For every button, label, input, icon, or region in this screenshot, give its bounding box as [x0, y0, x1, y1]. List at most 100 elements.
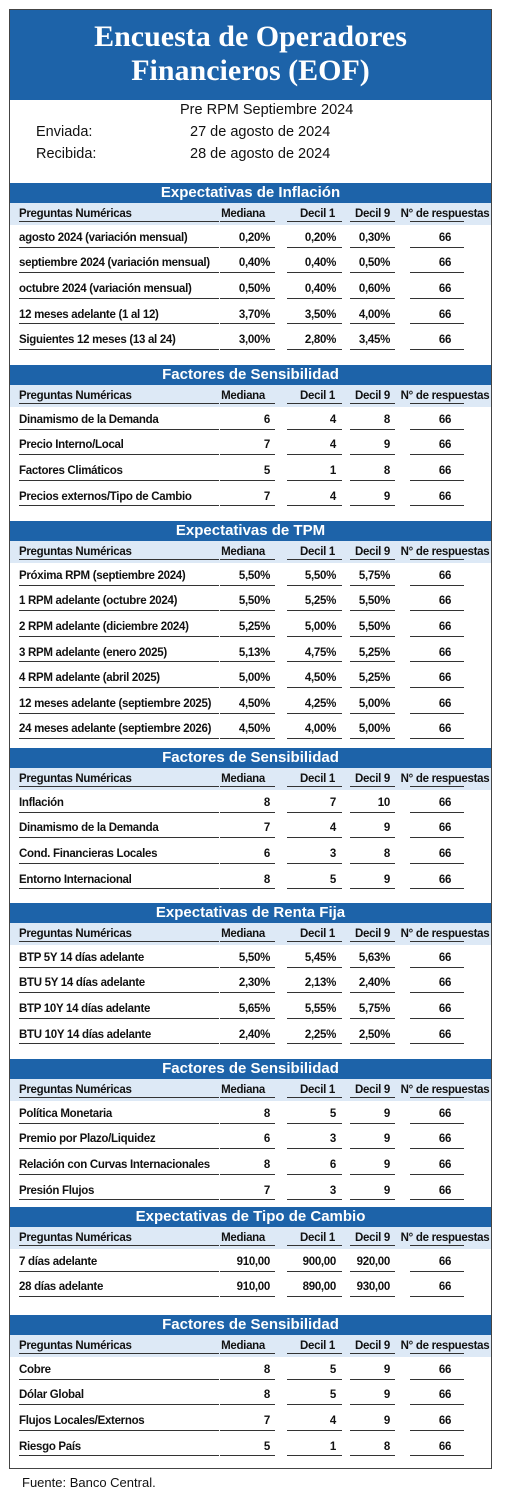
underline: [220, 428, 275, 430]
row-value: 4,50%: [238, 697, 270, 710]
underline: [410, 610, 464, 612]
underline: [19, 454, 219, 456]
column-header: Preguntas Numéricas: [19, 1232, 132, 1244]
underline: [410, 246, 464, 248]
row-value: 8: [263, 796, 270, 809]
row-value: 66: [438, 308, 452, 321]
underline: [287, 403, 342, 404]
row-value: 0,60%: [358, 282, 390, 295]
row-value: 66: [438, 1414, 452, 1427]
underline: [220, 584, 275, 586]
underline: [350, 686, 395, 688]
row-value: 66: [438, 257, 452, 270]
underline: [220, 1017, 275, 1019]
row-value: 9: [383, 1184, 390, 1197]
underline: [287, 428, 342, 430]
row-value: 2,40%: [358, 977, 390, 990]
underline: [410, 1429, 464, 1431]
underline: [350, 323, 395, 325]
row-label: 4 RPM adelante (abril 2025): [19, 672, 160, 685]
column-header: Decil 1: [300, 1340, 335, 1352]
underline: [19, 1378, 219, 1380]
underline: [19, 1043, 219, 1045]
row-value: 4,00%: [358, 308, 390, 321]
underline: [19, 686, 219, 688]
section-0: Expectativas de Inflación Preguntas Numér…: [10, 183, 491, 353]
received-date: 28 de agosto de 2024: [190, 146, 331, 162]
row-value: 0,50%: [358, 257, 390, 270]
table-row: Política Monetaria 8 5 9 66: [10, 1101, 491, 1127]
row-value: 3,00%: [238, 334, 270, 347]
row-label: BTP 5Y 14 días adelante: [19, 951, 144, 964]
underline: [220, 1378, 275, 1380]
underline: [410, 559, 464, 560]
row-value: 66: [438, 1440, 452, 1453]
underline: [220, 1404, 275, 1406]
row-label: 24 meses adelante (septiembre 2026): [19, 723, 212, 736]
column-header-row: Preguntas Numéricas Mediana Decil 1 Decil 9…: [10, 385, 491, 407]
table-row: Premio por Plazo/Liquidez 6 3 9 66: [10, 1127, 491, 1153]
row-value: 9: [383, 822, 390, 835]
underline: [287, 221, 342, 222]
underline: [220, 479, 275, 481]
row-value: 5,45%: [304, 951, 336, 964]
row-value: 5: [263, 464, 270, 477]
table-row: octubre 2024 (variación mensual) 0,50% 0,4…: [10, 276, 491, 302]
underline: [19, 1455, 219, 1457]
section-3: Factores de Sensibilidad Preguntas Numéri…: [10, 748, 491, 892]
underline: [350, 837, 395, 839]
row-value: 7: [329, 796, 336, 809]
row-label: agosto 2024 (variación mensual): [19, 231, 188, 244]
row-value: 66: [438, 1281, 452, 1294]
underline: [350, 454, 395, 456]
underline: [220, 786, 275, 787]
row-label: 28 días adelante: [19, 1281, 104, 1294]
table-row: BTP 5Y 14 días adelante 5,50% 5,45% 5,63% 66: [10, 945, 491, 971]
row-value: 8: [263, 1389, 270, 1402]
row-value: 66: [438, 697, 452, 710]
row-label: BTU 5Y 14 días adelante: [19, 977, 145, 990]
underline: [350, 479, 395, 481]
column-header: Decil 1: [300, 773, 335, 785]
row-value: 66: [438, 951, 452, 964]
row-value: 66: [438, 977, 452, 990]
underline: [410, 505, 464, 507]
underline: [410, 1043, 464, 1045]
row-label: Dinamismo de la Demanda: [19, 413, 159, 426]
row-value: 8: [383, 847, 390, 860]
row-value: 5,50%: [358, 595, 390, 608]
underline: [220, 1353, 275, 1354]
underline: [287, 966, 342, 968]
underline: [19, 1404, 219, 1406]
underline: [410, 686, 464, 688]
underline: [220, 323, 275, 325]
section-4: Expectativas de Renta Fija Preguntas Numé…: [10, 903, 491, 1047]
row-value: 66: [438, 796, 452, 809]
row-value: 66: [438, 231, 452, 244]
underline: [287, 297, 342, 299]
row-value: 4,75%: [304, 646, 336, 659]
column-header: N° de respuestas: [400, 1084, 490, 1096]
underline: [220, 297, 275, 299]
column-header: Preguntas Numéricas: [19, 390, 132, 402]
underline: [287, 479, 342, 481]
row-value: 0,30%: [358, 231, 390, 244]
underline: [350, 1378, 395, 1380]
underline: [220, 272, 275, 274]
column-header-row: Preguntas Numéricas Mediana Decil 1 Decil 9…: [10, 1227, 491, 1249]
underline: [350, 1270, 395, 1272]
row-value: 7: [263, 822, 270, 835]
column-header: Decil 9: [355, 390, 390, 402]
row-value: 5,50%: [238, 595, 270, 608]
row-value: 5,50%: [358, 620, 390, 633]
column-header: Decil 1: [300, 390, 335, 402]
column-header: Decil 9: [355, 1232, 390, 1244]
row-value: 8: [383, 1440, 390, 1453]
row-label: Premio por Plazo/Liquidez: [19, 1133, 156, 1146]
underline: [410, 1245, 464, 1246]
table-row: 12 meses adelante (septiembre 2025) 4,50%…: [10, 691, 491, 717]
underline: [19, 1245, 219, 1246]
underline: [350, 661, 395, 663]
underline: [350, 1199, 395, 1201]
underline: [220, 966, 275, 968]
